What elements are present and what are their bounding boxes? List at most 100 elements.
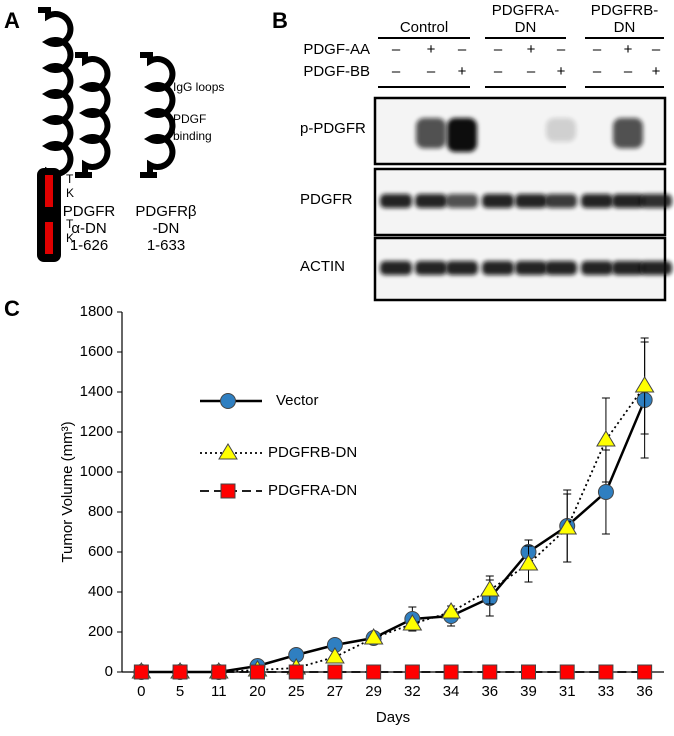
marker bbox=[482, 664, 498, 680]
x-tick-label: 34 bbox=[443, 683, 460, 700]
sign: – bbox=[624, 63, 633, 80]
band bbox=[482, 194, 514, 208]
group-label: PDGFRA- bbox=[492, 2, 560, 19]
marker bbox=[288, 664, 304, 680]
x-tick-label: 0 bbox=[137, 683, 145, 700]
marker bbox=[479, 580, 500, 597]
marker bbox=[325, 647, 345, 664]
annotation: PDGF bbox=[173, 112, 206, 126]
x-tick-label: 33 bbox=[598, 683, 615, 700]
sign: – bbox=[527, 63, 536, 80]
coil bbox=[75, 52, 111, 175]
construct-label: α-DN bbox=[71, 220, 106, 237]
x-tick-label: 27 bbox=[327, 683, 344, 700]
construct-label: PDGFR bbox=[63, 203, 116, 220]
series-line bbox=[141, 399, 646, 674]
band bbox=[416, 118, 446, 149]
construct-label: 1-626 bbox=[70, 237, 108, 254]
band bbox=[380, 194, 412, 208]
band bbox=[640, 261, 672, 275]
band bbox=[545, 194, 577, 208]
band bbox=[640, 194, 672, 208]
y-tick-label: 800 bbox=[88, 503, 113, 520]
y-tick-label: 400 bbox=[88, 583, 113, 600]
x-tick-label: 29 bbox=[365, 683, 382, 700]
marker bbox=[557, 518, 578, 535]
band bbox=[612, 261, 644, 275]
group-label: Control bbox=[400, 19, 448, 36]
tk-label: K bbox=[66, 231, 74, 245]
treatment-label: PDGF-BB bbox=[303, 63, 370, 80]
band bbox=[415, 261, 447, 275]
band bbox=[446, 194, 478, 208]
y-tick-label: 1000 bbox=[80, 463, 113, 480]
marker bbox=[172, 664, 188, 680]
marker bbox=[598, 664, 614, 680]
sign: – bbox=[392, 63, 401, 80]
tk-domain bbox=[37, 168, 61, 262]
legend-label: PDGFRA-DN bbox=[268, 482, 357, 499]
marker bbox=[559, 664, 575, 680]
annotation: IgG loops bbox=[173, 80, 224, 94]
marker bbox=[402, 614, 423, 631]
y-tick-label: 1600 bbox=[80, 343, 113, 360]
construct-label: PDGFRβ bbox=[135, 203, 197, 220]
sign: + bbox=[652, 63, 661, 80]
sign: – bbox=[494, 41, 503, 58]
y-tick-label: 1400 bbox=[80, 383, 113, 400]
band bbox=[515, 261, 547, 275]
sign: – bbox=[593, 63, 602, 80]
y-tick-label: 1200 bbox=[80, 423, 113, 440]
marker bbox=[443, 664, 459, 680]
x-tick-label: 36 bbox=[481, 683, 498, 700]
sign: – bbox=[593, 41, 602, 58]
band bbox=[447, 118, 477, 152]
band bbox=[612, 194, 644, 208]
sign: – bbox=[392, 41, 401, 58]
sign: + bbox=[527, 41, 536, 58]
marker bbox=[404, 664, 420, 680]
tk-label: K bbox=[66, 186, 74, 200]
x-tick-label: 31 bbox=[559, 683, 576, 700]
sign: – bbox=[427, 63, 436, 80]
blot-label: p-PDGFR bbox=[300, 120, 366, 137]
y-tick-label: 1800 bbox=[80, 303, 113, 320]
marker bbox=[441, 602, 461, 619]
band bbox=[581, 261, 613, 275]
y-tick-label: 0 bbox=[105, 663, 113, 680]
marker bbox=[133, 664, 149, 680]
marker bbox=[634, 376, 655, 393]
group-label: DN bbox=[515, 19, 537, 36]
blot-label: ACTIN bbox=[300, 258, 345, 275]
tk-label: T bbox=[66, 172, 74, 186]
group-label: PDGFRB- bbox=[591, 2, 659, 19]
y-axis-title: Tumor Volume (mm³) bbox=[59, 421, 76, 562]
annotation: binding bbox=[173, 129, 212, 143]
marker bbox=[327, 664, 343, 680]
y-tick-label: 600 bbox=[88, 543, 113, 560]
y-tick-label: 200 bbox=[88, 623, 113, 640]
legend-label: PDGFRB-DN bbox=[268, 444, 357, 461]
kinase-bar bbox=[45, 175, 53, 207]
x-tick-label: 36 bbox=[636, 683, 653, 700]
x-tick-label: 32 bbox=[404, 683, 421, 700]
marker bbox=[518, 554, 539, 571]
x-tick-label: 11 bbox=[211, 683, 227, 700]
blot-label: PDGFR bbox=[300, 191, 353, 208]
band bbox=[546, 118, 576, 142]
sign: – bbox=[494, 63, 503, 80]
panel-label: C bbox=[4, 296, 20, 321]
band bbox=[581, 194, 613, 208]
band bbox=[415, 194, 447, 208]
sign: – bbox=[652, 41, 661, 58]
marker bbox=[220, 393, 236, 409]
sign: – bbox=[557, 41, 566, 58]
sign: + bbox=[427, 41, 436, 58]
band bbox=[545, 261, 577, 275]
x-tick-label: 20 bbox=[249, 683, 266, 700]
x-tick-label: 39 bbox=[520, 683, 537, 700]
legend-label: Vector bbox=[276, 392, 319, 409]
x-axis-title: Days bbox=[376, 709, 410, 726]
